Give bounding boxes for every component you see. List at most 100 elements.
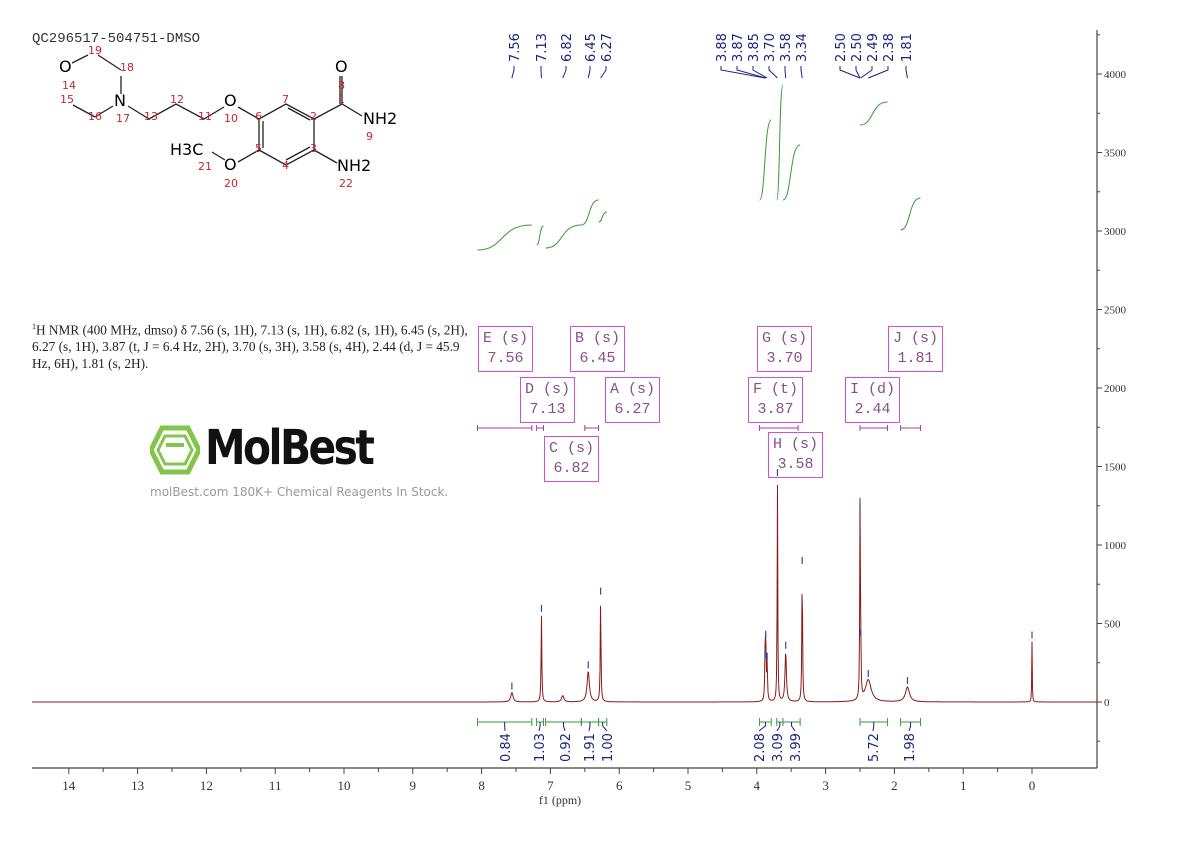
atom-o20: O: [224, 155, 237, 174]
peak-label: 3.70: [763, 33, 778, 62]
peak-label-connector: [784, 66, 787, 79]
nmr-description: 1H NMR (400 MHz, dmso) δ 7.56 (s, 1H), 7…: [32, 318, 468, 372]
integral-curve: [477, 224, 532, 251]
y-tick-label: 3000: [1104, 226, 1127, 238]
x-tick-label: 11: [269, 778, 282, 793]
atom-number: 5: [255, 142, 262, 155]
integral-curve: [581, 199, 599, 226]
y-tick-label: 4000: [1104, 69, 1127, 81]
y-tick-label: 3500: [1104, 148, 1127, 160]
integral-value: 0.92: [559, 733, 574, 762]
atom-number: 3: [310, 142, 317, 155]
atom-number: 9: [366, 130, 373, 143]
integral-value: 3.99: [789, 733, 804, 762]
peak-label: 6.45: [584, 33, 599, 62]
integral-tick: [758, 722, 766, 732]
atom-number: 14: [62, 79, 76, 92]
multiplet-shift: 3.70: [766, 350, 803, 367]
atom-o8: O: [335, 57, 348, 76]
peak-label: 2.50: [850, 33, 865, 62]
atom-number: 17: [116, 112, 130, 125]
x-tick-label: 4: [754, 778, 761, 793]
x-tick-label: 8: [478, 778, 485, 793]
multiplet-shift: 2.44: [854, 401, 891, 418]
integral-value: 5.72: [867, 733, 882, 762]
peak-label: 1.81: [900, 33, 915, 62]
peak-label-connector: [752, 66, 768, 79]
x-tick-label: 3: [822, 778, 829, 793]
peak-label-connector: [720, 66, 766, 79]
peak-label: 2.38: [882, 33, 897, 62]
integral-curve: [545, 224, 582, 249]
integral-curve: [776, 84, 784, 201]
integral-value: 2.08: [753, 733, 768, 762]
multiplet-shift: 7.13: [529, 401, 566, 418]
peak-label: 3.85: [747, 33, 762, 62]
peak-label: 3.34: [795, 33, 810, 62]
atom-number: 4: [282, 159, 289, 172]
integral-tick: [776, 722, 781, 732]
x-tick-label: 5: [685, 778, 692, 793]
peak-label-connector: [736, 66, 766, 79]
atom-nh2-9: NH2: [363, 109, 398, 128]
peak-label: 7.13: [535, 33, 550, 62]
integral-curve: [859, 101, 888, 126]
x-tick-label: 0: [1029, 778, 1036, 793]
integral-curve: [536, 225, 544, 246]
atom-number: 11: [198, 110, 212, 123]
peak-label-connector: [587, 66, 591, 79]
y-tick-label: 1000: [1104, 540, 1127, 552]
multiplet-label: J (s): [893, 330, 939, 347]
integral-value: 1.91: [583, 733, 598, 762]
multiplet-box: F (t) 3.87: [748, 377, 804, 423]
multiplet-box: G (s) 3.70: [757, 326, 813, 372]
peak-label-connector: [768, 66, 778, 79]
integral-tick: [791, 722, 796, 732]
integral-value: 1.98: [903, 733, 918, 762]
superscript: 1: [32, 322, 36, 331]
peak-label-connector: [860, 66, 873, 79]
multiplet-shift: 3.58: [777, 456, 814, 473]
atom-number: 8: [338, 79, 345, 92]
atom-o10: O: [224, 91, 237, 110]
chemical-structure: [71, 54, 363, 166]
atom-number: 1: [338, 93, 345, 106]
integral-tick: [872, 722, 875, 732]
multiplet-label: C (s): [549, 440, 595, 457]
atom-o-ring: O: [59, 57, 72, 76]
multiplet-shift: 6.27: [614, 401, 651, 418]
x-tick-label: 1: [960, 778, 967, 793]
watermark-brand: MolBest: [205, 420, 375, 476]
peak-label: 6.82: [560, 33, 575, 62]
atom-number: 7: [282, 93, 289, 106]
integral-tick: [538, 722, 541, 732]
peak-label-connector: [839, 66, 861, 79]
atom-number: 13: [144, 110, 158, 123]
multiplet-box: J (s) 1.81: [888, 326, 944, 372]
peak-label-connector: [800, 66, 803, 79]
x-tick-label: 6: [616, 778, 623, 793]
multiplet-shift: 7.56: [487, 350, 524, 367]
spectrum-line: [32, 484, 1097, 703]
integral-value: 1.00: [601, 733, 616, 762]
peak-label: 3.87: [731, 33, 746, 62]
peak-label: 2.50: [834, 33, 849, 62]
peak-label-connector: [868, 66, 889, 79]
atom-n17: N: [114, 91, 126, 110]
x-tick-label: 10: [338, 778, 351, 793]
atom-number: 16: [88, 110, 102, 123]
x-tick-label: 14: [62, 778, 76, 793]
integral-tick: [562, 722, 566, 732]
peak-label-connector: [511, 66, 515, 79]
multiplet-label: I (d): [850, 381, 896, 398]
integral-tick: [588, 722, 591, 732]
multiplet-box: E (s) 7.56: [478, 326, 534, 372]
integral-value: 3.09: [771, 733, 786, 762]
integral-tick: [908, 722, 912, 732]
multiplet-shift: 6.82: [553, 460, 590, 477]
atom-number: 22: [339, 177, 353, 190]
y-tick-label: 0: [1104, 697, 1110, 709]
atom-number: 12: [170, 93, 184, 106]
atom-number: 10: [224, 112, 238, 125]
